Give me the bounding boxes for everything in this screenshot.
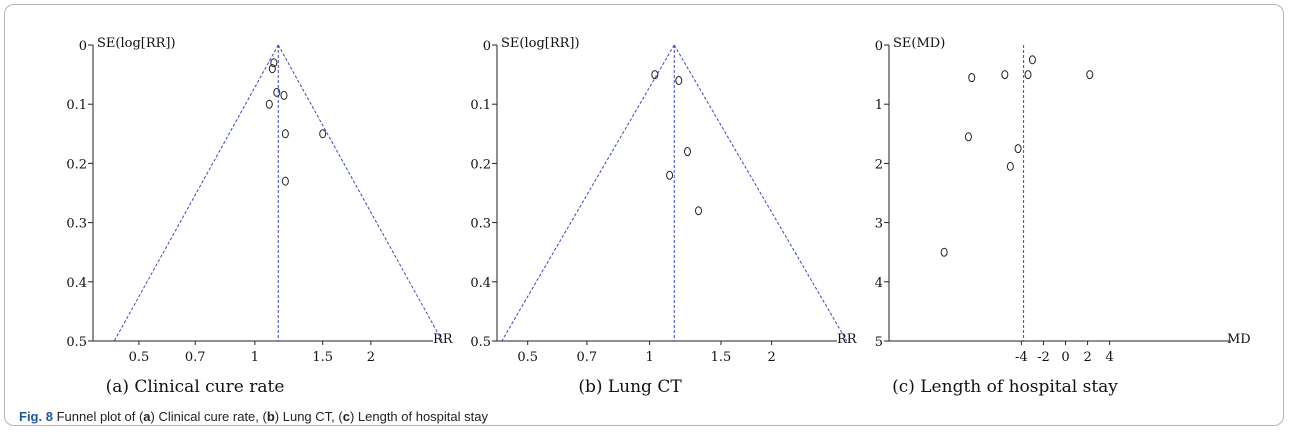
funnel-right-line [277,44,443,342]
study-point [666,170,674,180]
study-point [268,64,276,74]
x-tick-label: 2 [767,350,775,365]
funnel-left-line [501,44,675,342]
y-axis-label: SE(log[RR]) [501,36,580,51]
study-point [1028,55,1036,65]
y-tick-label: 5 [875,335,883,350]
funnel-right-line [673,44,848,342]
funnel-plot-panel-1: 0 0.1 0.2 0.3 0.4 0.5 0.5 0.7 1 1.5 2 SE(log[RR]) RR… [66,36,453,397]
x-tick-label: 0.7 [185,350,206,365]
study-point [695,206,703,216]
figure-label: Fig. 8 [19,409,53,424]
x-tick-label: 0.7 [577,350,598,365]
study-point [1024,70,1032,80]
y-tick-label: 1 [875,98,883,113]
x-tick-label: 1.5 [312,350,333,365]
x-axis-label: MD [1227,332,1251,347]
y-tick-label: 0.1 [470,98,491,113]
study-point [280,90,288,100]
study-point [273,87,281,97]
study-point [940,247,948,257]
y-axis-label: SE(MD) [893,36,945,51]
study-point [1086,70,1094,80]
x-tick-label: 1 [251,350,259,365]
x-tick-label: 4 [1106,350,1114,365]
y-axis-label: SE(log[RR]) [97,36,176,51]
y-tick-label: 0.2 [66,157,87,172]
x-tick-label: 1.5 [711,350,732,365]
funnel-plot-panel-2: 0 0.1 0.2 0.3 0.4 0.5 0.5 0.7 1 1.5 2 SE(log[RR]) RR… [470,36,857,397]
y-tick-label: 0.1 [66,98,87,113]
y-tick-label: 3 [875,217,883,232]
study-point [319,129,327,139]
panel-subcaption: (a) Clinical cure rate [106,377,285,397]
funnel-left-line [113,44,279,342]
x-axis-label: RR [433,332,454,347]
study-point [281,129,289,139]
y-tick-label: 4 [875,276,883,291]
y-tick-label: 0.2 [470,157,491,172]
study-point [281,176,289,186]
caption-text: Funnel plot of (a) Clinical cure rate, (… [56,409,488,424]
x-tick-label: 1 [646,350,654,365]
y-tick-label: 0.4 [66,276,87,291]
study-point [1001,70,1009,80]
panel-subcaption: (b) Lung CT [578,377,682,397]
x-tick-label: -4 [1015,350,1028,365]
x-axis-label: RR [837,332,858,347]
y-tick-label: 0.3 [470,217,491,232]
y-tick-label: 0 [875,39,883,54]
funnel-plots-figure: 0 0.1 0.2 0.3 0.4 0.5 0.5 0.7 1 1.5 2 SE(log[RR]) RR… [66,36,1251,397]
x-tick-label: 2 [367,350,375,365]
study-point [684,147,692,157]
y-tick-label: 0.5 [470,335,491,350]
study-point [968,73,976,83]
study-point [964,132,972,142]
y-tick-label: 0.5 [66,335,87,350]
study-point [1014,144,1022,154]
x-tick-label: 0 [1061,350,1069,365]
x-tick-label: 0.5 [517,350,538,365]
y-tick-label: 0.3 [66,217,87,232]
panel-subcaption: (c) Length of hospital stay [892,377,1118,397]
study-point [265,99,273,109]
y-tick-label: 0 [483,39,491,54]
study-point [270,58,278,68]
study-point [675,76,683,86]
figure-caption: Fig. 8 Funnel plot of (a) Clinical cure … [19,409,488,424]
x-tick-label: 0.5 [129,350,150,365]
study-point [651,70,659,80]
y-tick-label: 0.4 [470,276,491,291]
y-tick-label: 2 [875,157,883,172]
study-point [1006,161,1014,171]
x-tick-label: 2 [1083,350,1091,365]
y-tick-label: 0 [79,39,87,54]
x-tick-label: -2 [1037,350,1050,365]
figure-frame: 0 0.1 0.2 0.3 0.4 0.5 0.5 0.7 1 1.5 2 SE(log[RR]) RR… [4,4,1284,426]
